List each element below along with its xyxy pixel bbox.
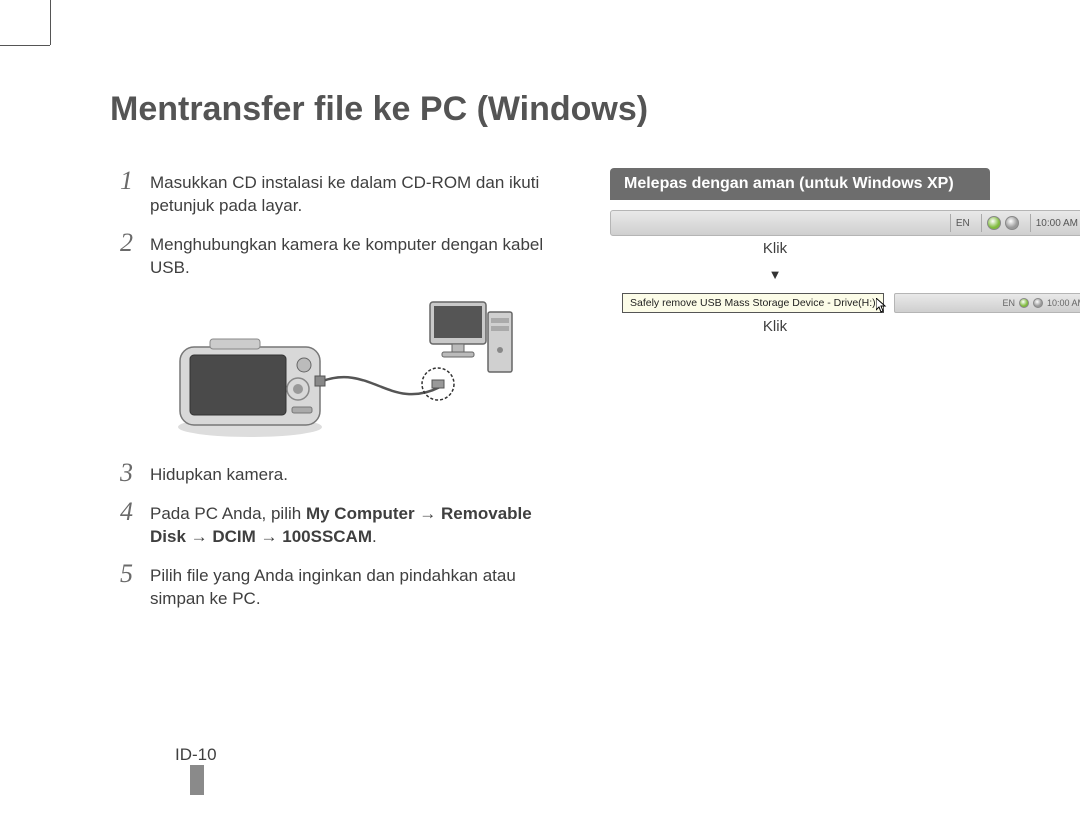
step4-suffix: . [372, 527, 377, 546]
step-1: 1 Masukkan CD instalasi ke dalam CD-ROM … [120, 168, 560, 218]
crop-mark-horizontal [0, 45, 50, 46]
step-5: 5 Pilih file yang Anda inginkan dan pind… [120, 561, 560, 611]
step-text: Pilih file yang Anda inginkan dan pindah… [150, 561, 560, 611]
click-label-2: Klik [610, 318, 1080, 335]
step4-prefix: Pada PC Anda, pilih [150, 504, 306, 523]
connection-illustration-svg [160, 292, 520, 442]
step-text: Hidupkan kamera. [150, 460, 288, 487]
page-number: ID-10 [175, 745, 217, 765]
right-column: Melepas dengan aman (untuk Windows XP) E… [610, 168, 1080, 335]
camera-to-pc-diagram [120, 292, 560, 442]
callout-header: Melepas dengan aman (untuk Windows XP) [610, 168, 990, 200]
page-content: Mentransfer file ke PC (Windows) 1 Masuk… [50, 0, 1060, 835]
tray-icon [1005, 216, 1019, 230]
click-label-1: Klik [610, 240, 1080, 257]
step-3: 3 Hidupkan kamera. [120, 460, 560, 487]
safely-remove-icon[interactable] [987, 216, 1001, 230]
step-number: 2 [120, 230, 150, 256]
tooltip-row: Safely remove USB Mass Storage Device - … [610, 292, 1080, 314]
step-text: Pada PC Anda, pilih My Computer → Remova… [150, 499, 560, 549]
page-number-bar [190, 765, 204, 795]
step-text: Masukkan CD instalasi ke dalam CD-ROM da… [150, 168, 560, 218]
step-text: Menghubungkan kamera ke komputer dengan … [150, 230, 560, 280]
step-2: 2 Menghubungkan kamera ke komputer denga… [120, 230, 560, 280]
left-column: 1 Masukkan CD instalasi ke dalam CD-ROM … [120, 168, 560, 622]
cursor-icon [876, 298, 888, 314]
taskbar-lang-2: EN [1002, 298, 1015, 308]
callout-body: EN 10:00 AM Klik ▼ Safely remove USB Mas… [610, 200, 1080, 335]
windows-taskbar-2: EN 10:00 AM [894, 293, 1080, 313]
safely-remove-tooltip[interactable]: Safely remove USB Mass Storage Device - … [622, 293, 884, 313]
taskbar-clock-2: 10:00 AM [1047, 298, 1080, 308]
step-number: 1 [120, 168, 150, 194]
step-number: 5 [120, 561, 150, 587]
taskbar-tray [981, 214, 1024, 232]
step-number: 3 [120, 460, 150, 486]
taskbar-lang: EN [950, 214, 975, 232]
taskbar-clock: 10:00 AM [1030, 214, 1080, 232]
step-number: 4 [120, 499, 150, 525]
tray-icon-3 [1033, 298, 1043, 308]
tray-icon-2 [1019, 298, 1029, 308]
windows-taskbar-1: EN 10:00 AM [610, 210, 1080, 236]
page-title: Mentransfer file ke PC (Windows) [110, 90, 648, 129]
step-4: 4 Pada PC Anda, pilih My Computer → Remo… [120, 499, 560, 549]
flow-arrow-icon: ▼ [610, 267, 1080, 282]
